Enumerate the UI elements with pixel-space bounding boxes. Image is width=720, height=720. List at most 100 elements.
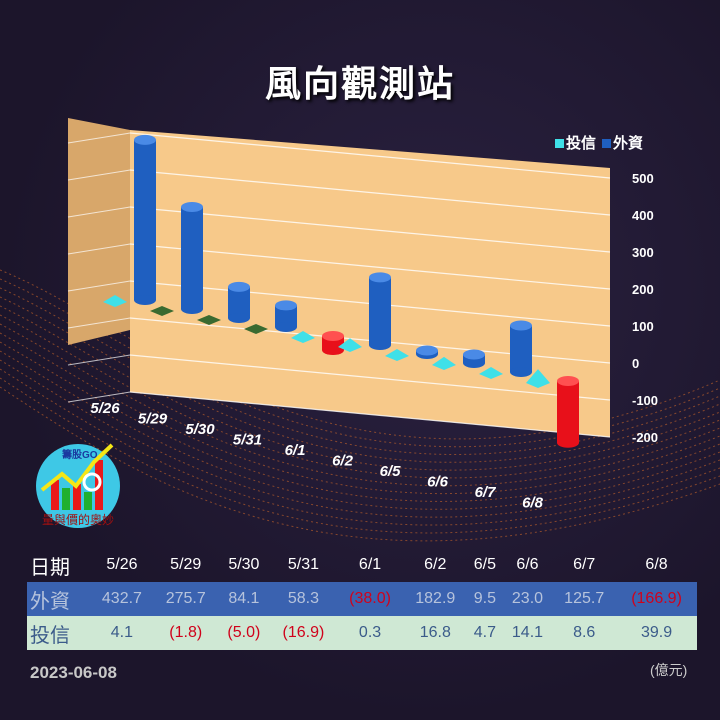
- foreign-bar-top: [228, 281, 250, 292]
- y-tick-label: 500: [632, 171, 654, 186]
- table-row-trust: 投信 4.1 (1.8) (5.0) (16.9) 0.3 16.8 4.7 14.1 8.6 39…: [27, 616, 697, 650]
- legend-label: 投信: [566, 135, 597, 152]
- header-label: 日期: [30, 556, 70, 579]
- cell-trust: (1.8): [169, 624, 203, 641]
- cell-trust: 14.1: [511, 624, 544, 641]
- foreign-bar-bottom: [510, 367, 532, 377]
- page-title: 風向觀測站: [264, 63, 455, 104]
- cell-trust: 16.8: [419, 624, 451, 641]
- cell-trust: (16.9): [282, 624, 325, 641]
- logo-bar: [62, 488, 70, 510]
- cell-foreign: 9.5: [473, 590, 497, 607]
- unit-label: (億元): [650, 662, 688, 678]
- table-header-row: 日期 5/26 5/29 5/30 5/31 6/1 6/2 6/5 6/6 6/7 6/8: [27, 548, 697, 582]
- gridline-side: [67, 206, 131, 218]
- x-tick-label: 6/2: [332, 453, 354, 470]
- trust-marker: [526, 369, 550, 388]
- decor-line: [0, 296, 720, 463]
- cell-dates: 6/1: [358, 556, 382, 573]
- decor-line: [0, 332, 720, 495]
- cell-trust: 39.9: [640, 624, 673, 641]
- decor-line: [0, 314, 720, 479]
- decor-line: [0, 386, 720, 542]
- cell-dates: 5/29: [170, 556, 202, 573]
- decor-line: [0, 341, 720, 502]
- gridline-side: [67, 317, 131, 329]
- cell-foreign: 84.1: [228, 590, 260, 607]
- foreign-bar-top: [463, 349, 485, 360]
- foreign-bar-bottom: [322, 345, 344, 356]
- cell-dates: 5/31: [287, 556, 319, 573]
- legend-trust: 投信: [555, 132, 596, 153]
- cell-trust: 4.7: [473, 624, 497, 641]
- trust-marker: [150, 306, 174, 316]
- row-label: 外資: [30, 590, 70, 613]
- foreign-bar-top: [322, 331, 344, 341]
- foreign-bar-bottom: [134, 295, 156, 305]
- decor-line: [0, 359, 720, 518]
- foreign-bar-top: [557, 376, 579, 386]
- trust-marker: [479, 367, 503, 379]
- decor-line: [0, 377, 720, 534]
- foreign-bar: [134, 139, 156, 300]
- cell-trust: 0.3: [358, 624, 382, 641]
- logo-bar: [73, 484, 81, 510]
- cell-dates: 6/6: [516, 556, 539, 573]
- x-tick-label: 6/5: [380, 463, 402, 480]
- cell-foreign: (38.0): [349, 590, 391, 607]
- cell-foreign: 275.7: [165, 590, 206, 607]
- foreign-bar-top: [510, 320, 532, 331]
- data-table: 日期 5/26 5/29 5/30 5/31 6/1 6/2 6/5 6/6 6/7 6/8 外資 4…: [27, 548, 697, 650]
- x-tick-label: 6/7: [475, 484, 497, 501]
- foreign-bar: [369, 277, 391, 345]
- y-tick-label: -200: [632, 430, 658, 445]
- gridline-side: [67, 132, 131, 144]
- logo-bar: [84, 492, 92, 510]
- gridline-side: [67, 243, 131, 255]
- foreign-bar-top: [275, 300, 297, 311]
- y-tick-label: 300: [632, 245, 654, 260]
- cell-dates: 5/30: [228, 556, 260, 573]
- logo-bar: [51, 480, 59, 510]
- decor-line: [0, 323, 720, 487]
- report-date: 2023-06-08: [30, 663, 117, 682]
- cell-dates: 6/8: [645, 556, 668, 573]
- trust-marker: [197, 315, 221, 325]
- foreign-bar-bottom: [369, 340, 391, 350]
- logo-arrow-icon: [40, 443, 114, 492]
- side-wall: [68, 118, 130, 345]
- cell-foreign: 182.9: [415, 590, 456, 607]
- y-tick-label: 100: [632, 319, 654, 334]
- cell-foreign: (166.9): [631, 590, 682, 607]
- cell-dates: 6/5: [473, 556, 497, 573]
- y-tick-label: 0: [632, 356, 639, 371]
- y-tick-label: 400: [632, 208, 654, 223]
- logo-text: 籌股GO: [62, 448, 98, 461]
- x-tick-label: 5/30: [185, 421, 215, 438]
- gridline-side: [67, 169, 131, 181]
- foreign-bar-top: [416, 345, 438, 356]
- gridline: [129, 391, 611, 438]
- foreign-bar: [557, 381, 579, 443]
- gridline-side: [67, 391, 131, 403]
- gridline: [129, 206, 611, 253]
- cell-dates: 5/26: [106, 556, 138, 573]
- gridline: [129, 243, 611, 290]
- foreign-bar-top: [134, 134, 156, 145]
- cell-dates: 6/2: [424, 556, 447, 573]
- gridline: [129, 132, 611, 179]
- logo-subtext: 量與價的奧妙: [42, 512, 114, 527]
- y-tick-label: 200: [632, 282, 654, 297]
- decor-line: [0, 368, 720, 526]
- table-row-foreign: 外資 432.7 275.7 84.1 58.3 (38.0) 182.9 9.5 23.0 12…: [27, 582, 697, 616]
- foreign-bar: [275, 305, 297, 327]
- trust-marker: [103, 295, 127, 307]
- foreign-bar-bottom: [275, 322, 297, 332]
- cell-trust: (5.0): [227, 624, 261, 641]
- trust-marker: [244, 324, 268, 334]
- foreign-bar-top: [369, 272, 391, 283]
- cell-trust: 4.1: [110, 624, 134, 641]
- legend-foreign: 外資: [602, 132, 643, 153]
